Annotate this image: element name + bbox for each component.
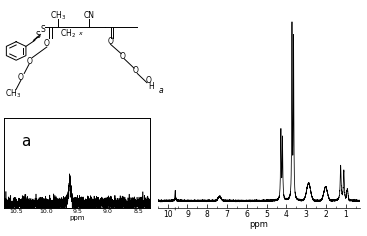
Text: O: O [44, 38, 50, 47]
Text: S: S [41, 25, 46, 34]
X-axis label: ppm: ppm [69, 215, 85, 221]
Text: O: O [145, 76, 151, 84]
Text: $x$: $x$ [77, 30, 83, 37]
Text: CH$_2$: CH$_2$ [60, 27, 76, 40]
Text: O: O [108, 37, 113, 46]
Text: a: a [21, 134, 31, 149]
X-axis label: ppm: ppm [249, 220, 268, 229]
Text: O: O [26, 57, 32, 66]
Text: O: O [120, 52, 126, 61]
Text: CH$_3$: CH$_3$ [5, 87, 21, 100]
Text: O: O [18, 73, 24, 82]
Text: $a$: $a$ [158, 86, 164, 95]
Text: O: O [133, 66, 139, 75]
Text: CN: CN [83, 11, 94, 20]
Text: H: H [149, 82, 154, 91]
Text: CH$_3$: CH$_3$ [50, 9, 66, 21]
Text: S: S [36, 31, 40, 40]
